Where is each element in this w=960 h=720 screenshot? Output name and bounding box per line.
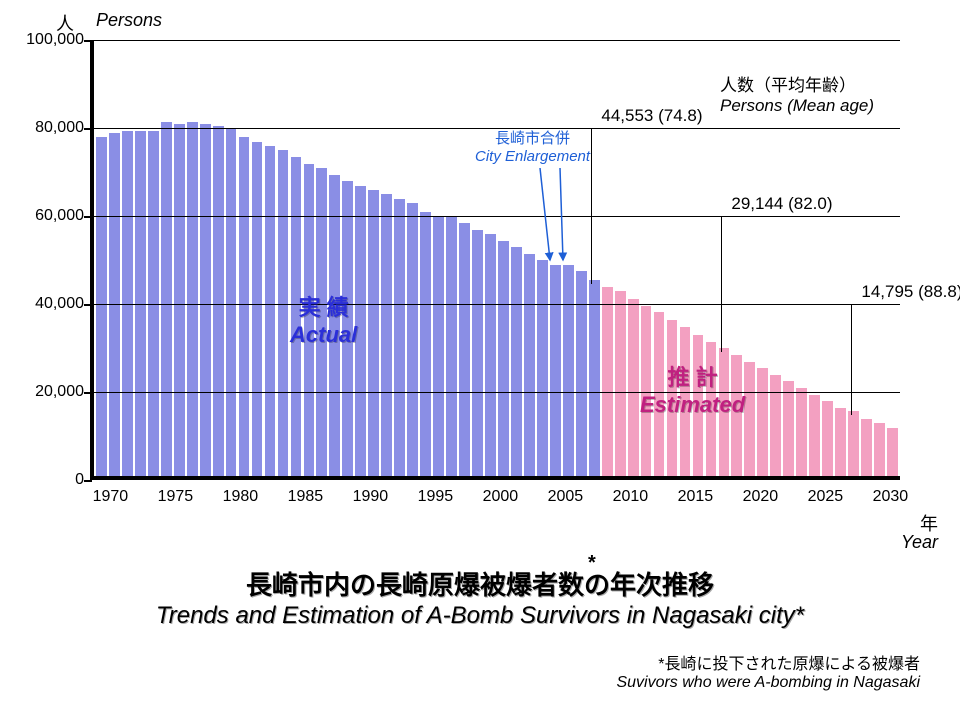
callout-header: 人数（平均年齢） Persons (Mean age): [720, 76, 874, 117]
bar-2022: [783, 381, 794, 476]
bar-2030: [887, 428, 898, 476]
bar-1980: [239, 137, 250, 476]
footnote: *長崎に投下された原爆による被爆者 Suvivors who were A-bo…: [616, 650, 920, 692]
title-jp: 長崎市内の長崎原爆被爆者数の年次推移: [0, 565, 960, 602]
bar-2019: [744, 362, 755, 476]
y-tick-label: 40,000: [14, 295, 84, 313]
grid-line: [94, 392, 900, 393]
title-block: 長崎市内の長崎原爆被爆者数の年次推移 Trends and Estimation…: [0, 565, 960, 630]
bar-1990: [368, 190, 379, 476]
bar-1969: [96, 137, 107, 476]
bar-2003: [537, 260, 548, 476]
series-label-estimated: 推 計 Estimated: [640, 360, 745, 418]
bar-2004: [550, 265, 561, 476]
x-tick-label: 2015: [678, 488, 714, 506]
grid-line: [94, 216, 900, 217]
x-axis-label-en: Year: [901, 532, 938, 553]
series-label-actual-jp: 実 績: [290, 290, 357, 322]
title-en: Trends and Estimation of A-Bomb Survivor…: [0, 602, 960, 630]
y-tick-label: 100,000: [14, 31, 84, 49]
callout-leader: [591, 128, 592, 284]
bar-2023: [796, 388, 807, 476]
x-tick-label: 1980: [223, 488, 259, 506]
bar-2020: [757, 368, 768, 476]
x-tick-label: 1970: [93, 488, 129, 506]
callout-header-jp: 人数（平均年齢）: [720, 76, 874, 96]
bar-2009: [615, 291, 626, 476]
enlargement-arrows-icon: [530, 168, 590, 268]
callout-text: 44,553 (74.8): [601, 106, 702, 126]
bar-2026: [835, 408, 846, 476]
enlargement-label-jp: 長崎市合併: [475, 130, 590, 148]
footnote-en: Suvivors who were A-bombing in Nagasaki: [616, 674, 920, 692]
bar-1992: [394, 199, 405, 476]
x-tick-label: 1985: [288, 488, 324, 506]
bar-2021: [770, 375, 781, 476]
bar-1982: [265, 146, 276, 476]
title-asterisk: *: [588, 552, 596, 575]
y-tick-label: 60,000: [14, 207, 84, 225]
callout-text: 29,144 (82.0): [731, 194, 832, 214]
x-tick-label: 2005: [548, 488, 584, 506]
x-tick-label: 1975: [158, 488, 194, 506]
bar-2029: [874, 423, 885, 476]
y-tick-label: 20,000: [14, 383, 84, 401]
x-tick-label: 2025: [808, 488, 844, 506]
bar-1974: [161, 122, 172, 476]
bar-2005: [563, 265, 574, 476]
bar-1997: [459, 223, 470, 476]
chart-area: 020,00040,00060,00080,000100,000 1970197…: [90, 40, 900, 480]
grid-line: [94, 304, 900, 305]
callout-header-en: Persons (Mean age): [720, 96, 874, 116]
x-tick-label: 1990: [353, 488, 389, 506]
bar-1983: [278, 150, 289, 476]
x-tick-label: 2010: [613, 488, 649, 506]
title-jp-text: 長崎市内の長崎原爆被爆者数の年次推移: [246, 570, 714, 600]
grid-line: [94, 128, 900, 129]
bar-1991: [381, 194, 392, 476]
bar-1999: [485, 234, 496, 476]
series-label-actual-en: Actual: [290, 322, 357, 348]
y-axis-label-en: Persons: [96, 10, 162, 31]
enlargement-label-en: City Enlargement: [475, 148, 590, 166]
bar-2007: [589, 280, 600, 476]
x-tick-label: 2020: [743, 488, 779, 506]
bar-1995: [433, 216, 444, 476]
callout-leader: [851, 304, 852, 415]
bar-1977: [200, 124, 211, 476]
bar-2010: [628, 299, 639, 476]
x-tick-label: 2000: [483, 488, 519, 506]
y-tick-label: 80,000: [14, 119, 84, 137]
bar-1978: [213, 126, 224, 476]
grid-line: [94, 40, 900, 41]
bar-2000: [498, 241, 509, 476]
bar-1981: [252, 142, 263, 476]
bar-1975: [174, 124, 185, 476]
series-label-actual: 実 績 Actual: [290, 290, 357, 348]
bar-1976: [187, 122, 198, 476]
callout-text: 14,795 (88.8): [861, 282, 960, 302]
x-tick-label: 1995: [418, 488, 454, 506]
footnote-jp: *長崎に投下された原爆による被爆者: [616, 650, 920, 674]
series-label-estimated-jp: 推 計: [640, 360, 745, 392]
enlargement-label: 長崎市合併 City Enlargement: [475, 130, 590, 166]
bar-2027: [848, 411, 859, 476]
bar-1993: [407, 203, 418, 476]
callout-leader: [721, 216, 722, 352]
bar-2006: [576, 271, 587, 476]
bar-2001: [511, 247, 522, 476]
bar-1998: [472, 230, 483, 476]
bar-2002: [524, 254, 535, 476]
bar-2028: [861, 419, 872, 476]
bar-1994: [420, 212, 431, 476]
bar-2025: [822, 401, 833, 476]
bar-1996: [446, 216, 457, 476]
y-tick-label: 0: [14, 471, 84, 489]
x-tick-label: 2030: [873, 488, 909, 506]
bar-1979: [226, 128, 237, 476]
bar-2024: [809, 395, 820, 476]
bar-2008: [602, 287, 613, 476]
series-label-estimated-en: Estimated: [640, 392, 745, 418]
